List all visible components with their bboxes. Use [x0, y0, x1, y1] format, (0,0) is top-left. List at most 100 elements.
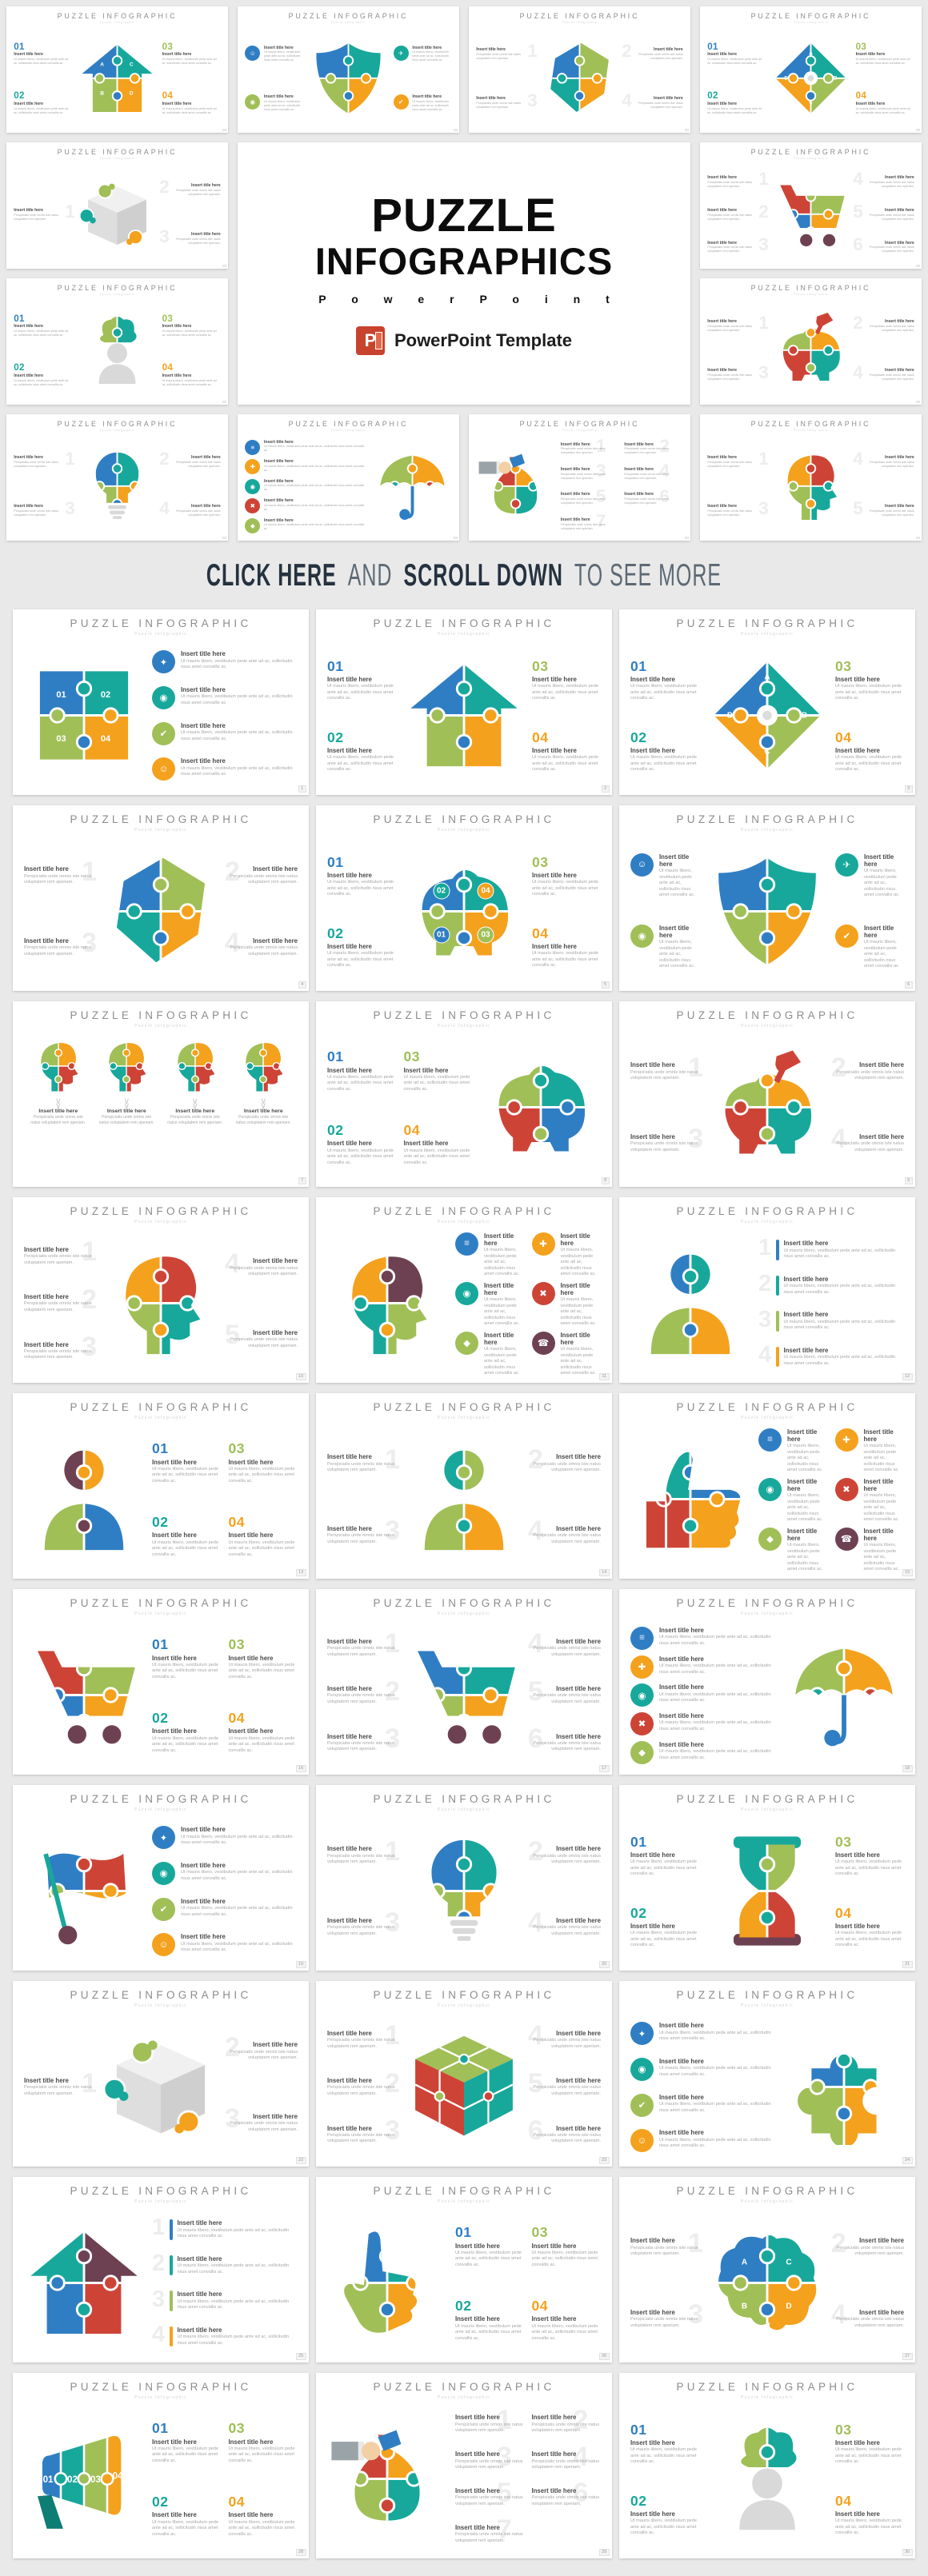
slide-preview[interactable]: PUZZLE INFOGRAPHIC Puzzle Infographic 1 Ins…	[13, 1981, 309, 2167]
powerpoint-badge: P PowerPoint Template	[355, 326, 572, 356]
slide-preview[interactable]: PUZZLE INFOGRAPHIC Puzzle Infographic 01 In…	[316, 2177, 612, 2362]
chevron-down-icon: ∨ ∨	[260, 1096, 267, 1111]
item-description: Perspiciatis unde omnis iste natus volup…	[630, 1069, 698, 1081]
slide-title: PUZZLE INFOGRAPHIC	[373, 813, 555, 825]
slide-preview[interactable]: PUZZLE INFOGRAPHIC Puzzle Infographic 1 Ins…	[316, 1589, 612, 1775]
ghost-number: 1	[496, 2404, 512, 2435]
item-number: 02	[455, 2298, 472, 2314]
slide-title: PUZZLE INFOGRAPHIC	[70, 1989, 252, 2001]
slide-preview[interactable]: PUZZLE INFOGRAPHIC Puzzle Infographic 1 Ins…	[13, 2177, 309, 2362]
slide-preview[interactable]: PUZZLE INFOGRAPHIC Puzzle Infographic 1 Ins…	[316, 1785, 612, 1971]
slide-zone-right: 1 Insert title here Perspiciatis unde omni…	[455, 2405, 601, 2554]
ghost-item-text: Insert title here Perspiciatis unde omnis…	[630, 2237, 699, 2257]
slide-preview[interactable]: PUZZLE INFOGRAPHIC Puzzle Infographic 1 Ins…	[13, 805, 309, 991]
icon-item-text: Insert title here Ut mauris libero, vesti…	[181, 1826, 298, 1846]
numbered-item: 03 Insert title here Ut mauris libero, ves…	[835, 1834, 904, 1878]
diamond-puzzle-graphic: A B C D	[707, 657, 827, 773]
slide-thumbnail[interactable]: PUZZLE INFOGRAPHIC Puzzle Infographic 1 Ins…	[700, 278, 922, 405]
item-description: Ut mauris libero, vestibulum pede ante a…	[835, 2518, 902, 2536]
slide-preview[interactable]: PUZZLE INFOGRAPHIC Puzzle Infographic 1 Ins…	[13, 1197, 309, 1383]
item-description: Perspiciatis unde omnis iste natus volup…	[870, 509, 914, 517]
slide-preview[interactable]: PUZZLE INFOGRAPHIC Puzzle Infographic ∨ ∨ In…	[13, 1001, 309, 1187]
slide-preview[interactable]: PUZZLE INFOGRAPHIC Puzzle Infographic 01 In…	[316, 609, 612, 795]
slide-zone-left: 1 Insert title here Perspiciatis unde omni…	[707, 299, 769, 401]
item-description: Ut mauris libero, vestibulum pede ante a…	[835, 755, 902, 773]
slide-thumbnail[interactable]: PUZZLE INFOGRAPHIC Puzzle Infographic 01 In…	[6, 278, 228, 405]
item-description: Perspiciatis unde omnis iste natus volup…	[836, 2245, 904, 2257]
slide-thumbnail[interactable]: PUZZLE INFOGRAPHIC Puzzle Infographic 01 In…	[700, 6, 922, 133]
item-description: Ut mauris libero, vestibulum pede ante a…	[787, 1493, 823, 1523]
ghost-number: 2	[385, 1675, 401, 1707]
slide-thumbnail[interactable]: PUZZLE INFOGRAPHIC Puzzle Infographic 1 Ins…	[700, 414, 922, 541]
slide-preview[interactable]: PUZZLE INFOGRAPHIC Puzzle Infographic ☺ Ins…	[619, 805, 915, 991]
scroll-banner[interactable]: CLICK HERE AND SCROLL DOWN TO SEE MORE	[0, 553, 928, 598]
slide-preview[interactable]: PUZZLE INFOGRAPHIC Puzzle Infographic ≡ Ins…	[619, 1393, 915, 1579]
item-title: Insert title here	[177, 2290, 222, 2298]
ghost-numbered-item: 3 Insert title here Perspiciatis unde omni…	[327, 1907, 400, 1939]
slide-preview[interactable]: PUZZLE INFOGRAPHIC Puzzle Infographic 01 In…	[619, 2373, 915, 2558]
slide-preview[interactable]: PUZZLE INFOGRAPHIC Puzzle Infographic ≡ Ins…	[619, 1589, 915, 1775]
slide-zone-left: 1 Insert title here Perspiciatis unde omni…	[630, 2209, 703, 2358]
ghost-numbered-item: 3 Insert title here Perspiciatis unde omni…	[327, 1723, 400, 1755]
slide-preview[interactable]: PUZZLE INFOGRAPHIC Puzzle Infographic ≡ Ins…	[316, 1197, 612, 1383]
ghost-number: 1	[758, 313, 769, 333]
item-number: 01	[152, 1440, 169, 1457]
slide-thumbnail[interactable]: PUZZLE INFOGRAPHIC Puzzle Infographic 1 Ins…	[700, 142, 922, 269]
slide-preview[interactable]: PUZZLE INFOGRAPHIC Puzzle Infographic ✦ Ins…	[13, 1785, 309, 1971]
slide-preview[interactable]: PUZZLE INFOGRAPHIC Puzzle Infographic 01 In…	[13, 1589, 309, 1775]
slide-preview[interactable]: PUZZLE INFOGRAPHIC Puzzle Infographic 1 Ins…	[316, 1393, 612, 1579]
slide-preview[interactable]: PUZZLE INFOGRAPHIC Puzzle Infographic 01 In…	[619, 609, 915, 795]
ghost-number: 3	[224, 2103, 240, 2135]
slide-zone-right: ✈ Insert title here Ut mauris libero, vest…	[393, 27, 452, 130]
ghost-item-text: Insert title here Perspiciatis unde omnis…	[707, 175, 766, 189]
ghost-numbered-item: 3 Insert title here Perspiciatis unde omni…	[327, 2115, 400, 2147]
item-title: Insert title here	[787, 1527, 818, 1542]
item-number: 01	[14, 314, 25, 324]
slide-preview[interactable]: PUZZLE INFOGRAPHIC Puzzle Infographic 01 In…	[13, 1393, 309, 1579]
graphic-label: D	[786, 2302, 792, 2311]
ghost-numbered-item: 1 Insert title here Perspiciatis unde omni…	[630, 1052, 703, 1084]
slide-zone-right: 1 Insert title here Perspiciatis unde omni…	[561, 435, 683, 537]
slide-preview[interactable]: PUZZLE INFOGRAPHIC Puzzle Infographic 1 Ins…	[619, 1197, 915, 1383]
slide-preview[interactable]: PUZZLE INFOGRAPHIC Puzzle Infographic 01 02…	[13, 609, 309, 795]
item-description: Ut mauris libero, vestibulum pede ante a…	[263, 464, 365, 472]
item-title: Insert title here	[630, 1061, 675, 1069]
ghost-number: 1	[758, 1235, 772, 1261]
item-description: Ut mauris libero, vestibulum pede ante a…	[630, 1859, 698, 1877]
ghost-number: 4	[527, 2020, 543, 2051]
point-puzzle-graphic	[327, 2225, 447, 2341]
slide-preview[interactable]: PUZZLE INFOGRAPHIC Puzzle Infographic 01 In…	[316, 1001, 612, 1187]
slide-preview[interactable]: PUZZLE INFOGRAPHIC Puzzle Infographic 1 Ins…	[619, 1001, 915, 1187]
slide-preview[interactable]: PUZZLE INFOGRAPHIC Puzzle Infographic 01 In…	[316, 805, 612, 991]
slide-body: 01 Insert title here Ut mauris libero, ves…	[707, 27, 914, 130]
slide-thumbnail[interactable]: PUZZLE INFOGRAPHIC Puzzle Infographic 1 Ins…	[6, 414, 228, 541]
item-title: Insert title here	[455, 2315, 500, 2323]
slide-preview[interactable]: PUZZLE INFOGRAPHIC Puzzle Infographic 1 Ins…	[619, 2177, 915, 2362]
numbered-item: 02 Insert title here Ut mauris libero, ves…	[630, 729, 699, 773]
slide-preview[interactable]: PUZZLE INFOGRAPHIC Puzzle Infographic ✦ Ins…	[619, 1981, 915, 2167]
item-description: Ut mauris libero, vestibulum pede ante a…	[327, 880, 394, 897]
bar-numbered-item: 3 Insert title here Ut mauris libero, vest…	[758, 1307, 904, 1332]
icon-item-text: Insert title here Ut mauris libero, vesti…	[181, 650, 298, 670]
slide-thumbnail[interactable]: PUZZLE INFOGRAPHIC Puzzle Infographic 01 In…	[6, 6, 228, 133]
slide-thumbnail[interactable]: PUZZLE INFOGRAPHIC Puzzle Infographic 1 Ins…	[469, 414, 690, 541]
item-title: Insert title here	[859, 2308, 904, 2316]
bigpiece-puzzle-graphic	[784, 2029, 904, 2146]
ghost-number: 1	[385, 1835, 401, 1867]
slide-thumbnail[interactable]: PUZZLE INFOGRAPHIC Puzzle Infographic 1 Ins…	[6, 142, 228, 269]
moneybag-puzzle-graphic	[476, 448, 555, 525]
pointer-icon: ✈	[393, 45, 409, 61]
slide-title: PUZZLE INFOGRAPHIC	[750, 11, 871, 20]
mind-puzzle-graphic	[707, 2421, 827, 2537]
slide-preview[interactable]: PUZZLE INFOGRAPHIC Puzzle Infographic 1 Ins…	[316, 1981, 612, 2167]
slide-preview[interactable]: PUZZLE INFOGRAPHIC Puzzle Infographic 1 Ins…	[316, 2373, 612, 2558]
slide-thumbnail[interactable]: PUZZLE INFOGRAPHIC Puzzle Infographic ≡ Ins…	[238, 414, 459, 541]
slide-zone-right: 01 Insert title here Ut mauris libero, ves…	[455, 2209, 601, 2358]
icon-item-text: Insert title here Ut mauris libero, vesti…	[787, 1478, 828, 1524]
slide-thumbnail[interactable]: PUZZLE INFOGRAPHIC Puzzle Infographic 1 Ins…	[469, 6, 690, 133]
item-title: Insert title here	[707, 455, 737, 461]
slide-preview[interactable]: PUZZLE INFOGRAPHIC Puzzle Infographic 01 In…	[619, 1785, 915, 1971]
slide-title: PUZZLE INFOGRAPHIC	[519, 11, 640, 20]
slide-thumbnail[interactable]: PUZZLE INFOGRAPHIC Puzzle Infographic ☺ Ins…	[238, 6, 459, 133]
slide-preview[interactable]: PUZZLE INFOGRAPHIC Puzzle Infographic 01 02…	[13, 2373, 309, 2558]
